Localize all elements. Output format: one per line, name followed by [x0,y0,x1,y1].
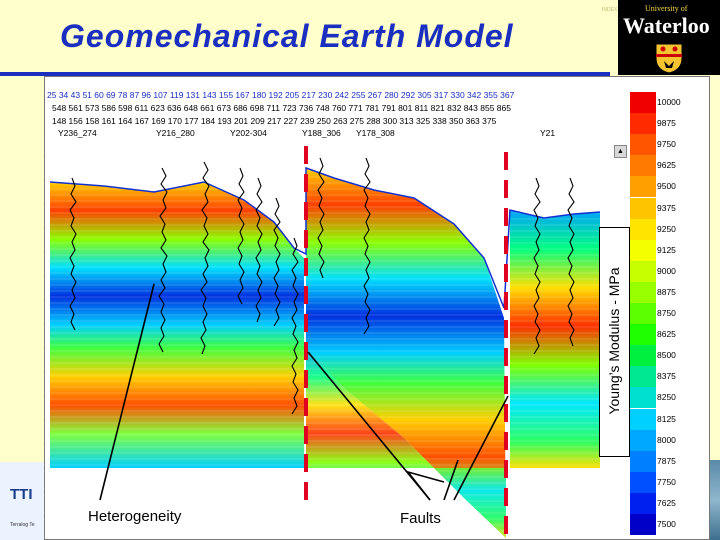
colorbar: 10000 9875 9750 9625 9500 9375 9250 9125 9000 887… [630,92,708,536]
line-number-row: 148 156 158 161 164 167 169 170 177 184 … [52,116,497,126]
university-logo: University of Waterloo [618,0,720,75]
colorbar-swatch [630,324,656,346]
colorbar-tick-label: 9500 [657,181,676,192]
colorbar-tick-label: 7750 [657,476,676,487]
colorbar-tick-label: 10000 [657,97,681,107]
colorbar-swatch [630,408,656,430]
logo-university-text: University of [645,4,688,13]
well-label: Y21 [540,128,556,138]
well-label: Y178_308 [356,128,395,138]
well-label: Y202-304 [230,128,267,138]
colorbar-label-box [599,227,630,457]
colorbar-tick-label: 9625 [657,160,676,171]
cdp-number-row: 548 561 573 586 598 611 623 636 648 661 … [52,103,511,113]
colorbar-swatch [630,303,656,325]
footer-caption: Terralog Te [10,522,35,528]
slide-title: Geomechanical Earth Model [60,18,514,54]
colorbar-swatch [630,450,656,472]
colorbar-swatch [630,92,656,114]
shield-icon [655,43,683,74]
scroll-up-button[interactable]: ▲ [614,145,627,158]
colorbar-label: Young’s Modulus - MPa [606,267,622,415]
footer-brand: TTI [10,486,33,503]
colorbar-swatch [630,176,656,198]
colorbar-tick-label: 7500 [657,519,676,529]
colorbar-swatch [630,387,656,409]
colorbar-tick-label: 9375 [657,202,676,213]
colorbar-swatch [630,134,656,156]
colorbar-tick-label: 9875 [657,118,676,129]
colorbar-swatch [630,492,656,514]
corner-tag: INDEX [602,7,618,13]
colorbar-swatch [630,113,656,135]
colorbar-tick-label: 8000 [657,434,676,445]
left-decoration [0,462,44,540]
colorbar-swatch [630,218,656,240]
trace-number-row: 25 34 43 51 60 69 78 87 96 107 119 131 1… [47,90,515,100]
colorbar-swatch [630,260,656,282]
colorbar-tick-label: 8500 [657,350,676,361]
heterogeneity-annotation: Heterogeneity [86,508,184,525]
colorbar-tick-label: 9000 [657,265,676,276]
colorbar-swatch [630,197,656,219]
colorbar-tick-label: 8375 [657,371,676,382]
faults-annotation: Faults [398,510,443,527]
colorbar-tick-label: 8875 [657,286,676,297]
colorbar-tick-label: 8625 [657,329,676,340]
colorbar-tick-label: 8750 [657,308,676,318]
colorbar-tick-label: 7625 [657,497,676,508]
colorbar-tick-label: 7875 [657,455,676,466]
colorbar-swatch [630,366,656,388]
colorbar-tick-label: 9125 [657,244,676,255]
colorbar-tick-label: 9250 [657,223,676,234]
colorbar-swatch [630,239,656,261]
well-label: Y216_280 [156,128,195,138]
colorbar-swatch [630,345,656,367]
colorbar-tick-label: 8250 [657,392,676,403]
colorbar-swatch [630,471,656,493]
colorbar-swatch [630,514,656,536]
logo-name-text: Waterloo [623,13,710,38]
colorbar-swatch [630,155,656,177]
well-label: Y188_306 [302,128,341,138]
colorbar-tick-label: 8125 [657,413,676,424]
colorbar-tick-label: 9750 [657,139,676,150]
modulus-section-image [44,138,604,538]
well-label: Y236_274 [58,128,97,138]
colorbar-swatch [630,281,656,303]
colorbar-swatch [630,429,656,451]
title-underline [0,72,610,76]
